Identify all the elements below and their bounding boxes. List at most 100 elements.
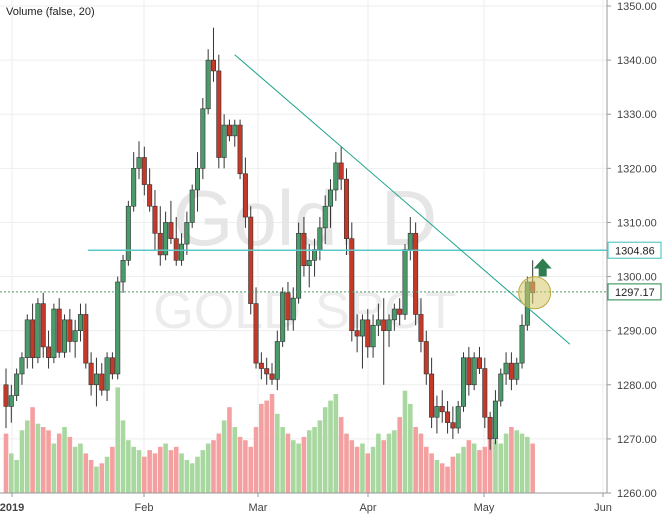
y-tick-label: 1280.00 <box>617 380 657 392</box>
candle-body <box>418 314 424 342</box>
volume-bar <box>471 443 477 493</box>
candle-body <box>514 362 520 380</box>
candle-body <box>381 319 387 331</box>
candle-body <box>168 222 174 239</box>
candle-body <box>163 222 169 256</box>
volume-bar <box>498 443 504 493</box>
volume-bar <box>211 440 216 493</box>
candle-body <box>450 422 456 429</box>
price-label: 1304.86 <box>615 245 655 257</box>
volume-bar <box>40 427 46 493</box>
volume-bar <box>14 460 19 493</box>
volume-bar <box>179 453 184 493</box>
volume-bar <box>173 446 179 493</box>
candle-body <box>349 238 355 331</box>
candle-body <box>312 249 318 261</box>
volume-bar <box>455 453 461 493</box>
volume-bar <box>163 443 168 493</box>
volume-bar <box>78 443 83 493</box>
volume-bar <box>264 400 269 493</box>
volume-bar <box>67 436 73 493</box>
volume-bar <box>99 463 105 493</box>
candle-body <box>413 232 419 315</box>
y-tick-label: 1300.00 <box>617 272 657 284</box>
y-tick-label: 1320.00 <box>617 163 657 175</box>
volume-bar <box>9 453 14 493</box>
candle-body <box>131 168 137 207</box>
candle-body <box>125 205 131 261</box>
volume-bar <box>104 456 110 493</box>
candle-body <box>290 297 296 321</box>
candle-body <box>189 189 195 223</box>
candle-body <box>56 308 62 353</box>
volume-bar <box>503 433 509 493</box>
volume-indicator-label: Volume (false, 20) <box>6 6 95 18</box>
volume-bar <box>56 433 62 493</box>
volume-bar <box>344 433 349 493</box>
volume-bar <box>142 456 147 493</box>
candle-body <box>99 373 105 391</box>
volume-bar <box>120 420 126 493</box>
candle-body <box>402 249 408 315</box>
volume-bar <box>290 440 296 493</box>
candle-body <box>455 406 461 429</box>
volume-bar <box>259 403 264 493</box>
volume-bar <box>482 446 488 493</box>
candle-body <box>179 243 185 261</box>
price-label: 1297.17 <box>615 287 655 299</box>
candle-body <box>147 184 153 207</box>
candle-body <box>141 157 147 185</box>
volume-bar <box>386 433 392 493</box>
volume-bar <box>30 407 35 493</box>
candle-body <box>370 324 376 348</box>
candle-body <box>67 319 73 342</box>
candle-body <box>375 319 381 326</box>
candle-body <box>445 411 451 423</box>
volume-bar <box>232 427 238 493</box>
volume-bar <box>3 433 9 493</box>
volume-bar <box>349 440 355 493</box>
candle-body <box>120 260 126 283</box>
candle-body <box>423 341 429 375</box>
y-tick-label: 1270.00 <box>617 434 657 446</box>
x-tick-label: Apr <box>359 502 376 514</box>
highlight-circle <box>518 276 552 310</box>
candle-body <box>30 319 36 359</box>
volume-bar <box>445 466 450 493</box>
candle-body <box>343 178 349 239</box>
volume-bar <box>322 407 328 493</box>
volume-bar <box>83 453 89 493</box>
y-tick-label: 1260.00 <box>617 488 657 500</box>
x-tick-label: Feb <box>135 502 154 514</box>
volume-bar <box>514 430 520 493</box>
volume-bar <box>248 446 254 493</box>
candle-body <box>35 303 41 359</box>
volume-bar <box>413 427 418 493</box>
time-axis: 2019 Feb Mar Apr May Jun <box>0 492 612 514</box>
candle-body <box>333 162 339 191</box>
candle-body <box>136 157 142 169</box>
candle-body <box>264 368 270 375</box>
volume-bar <box>530 443 535 493</box>
candle-body <box>365 319 371 348</box>
candle-body <box>296 232 302 299</box>
up-arrow-icon <box>533 258 552 277</box>
trendline <box>234 54 571 345</box>
candle-body <box>83 314 89 364</box>
candle-body <box>466 357 472 386</box>
volume-bar <box>477 450 482 493</box>
candle-body <box>248 216 254 304</box>
volume-bar <box>195 456 200 493</box>
candle-body <box>386 319 392 331</box>
volume-bar <box>450 456 456 493</box>
volume-bar <box>429 453 434 493</box>
candle-body <box>210 59 216 72</box>
candle-body <box>152 205 158 234</box>
volume-bar <box>269 394 275 493</box>
x-tick-label: 2019 <box>0 502 24 514</box>
volume-bar <box>280 427 285 493</box>
volume-bars <box>3 387 535 493</box>
candle-body <box>338 162 344 180</box>
volume-bar <box>381 440 387 493</box>
volume-bar <box>152 453 158 493</box>
